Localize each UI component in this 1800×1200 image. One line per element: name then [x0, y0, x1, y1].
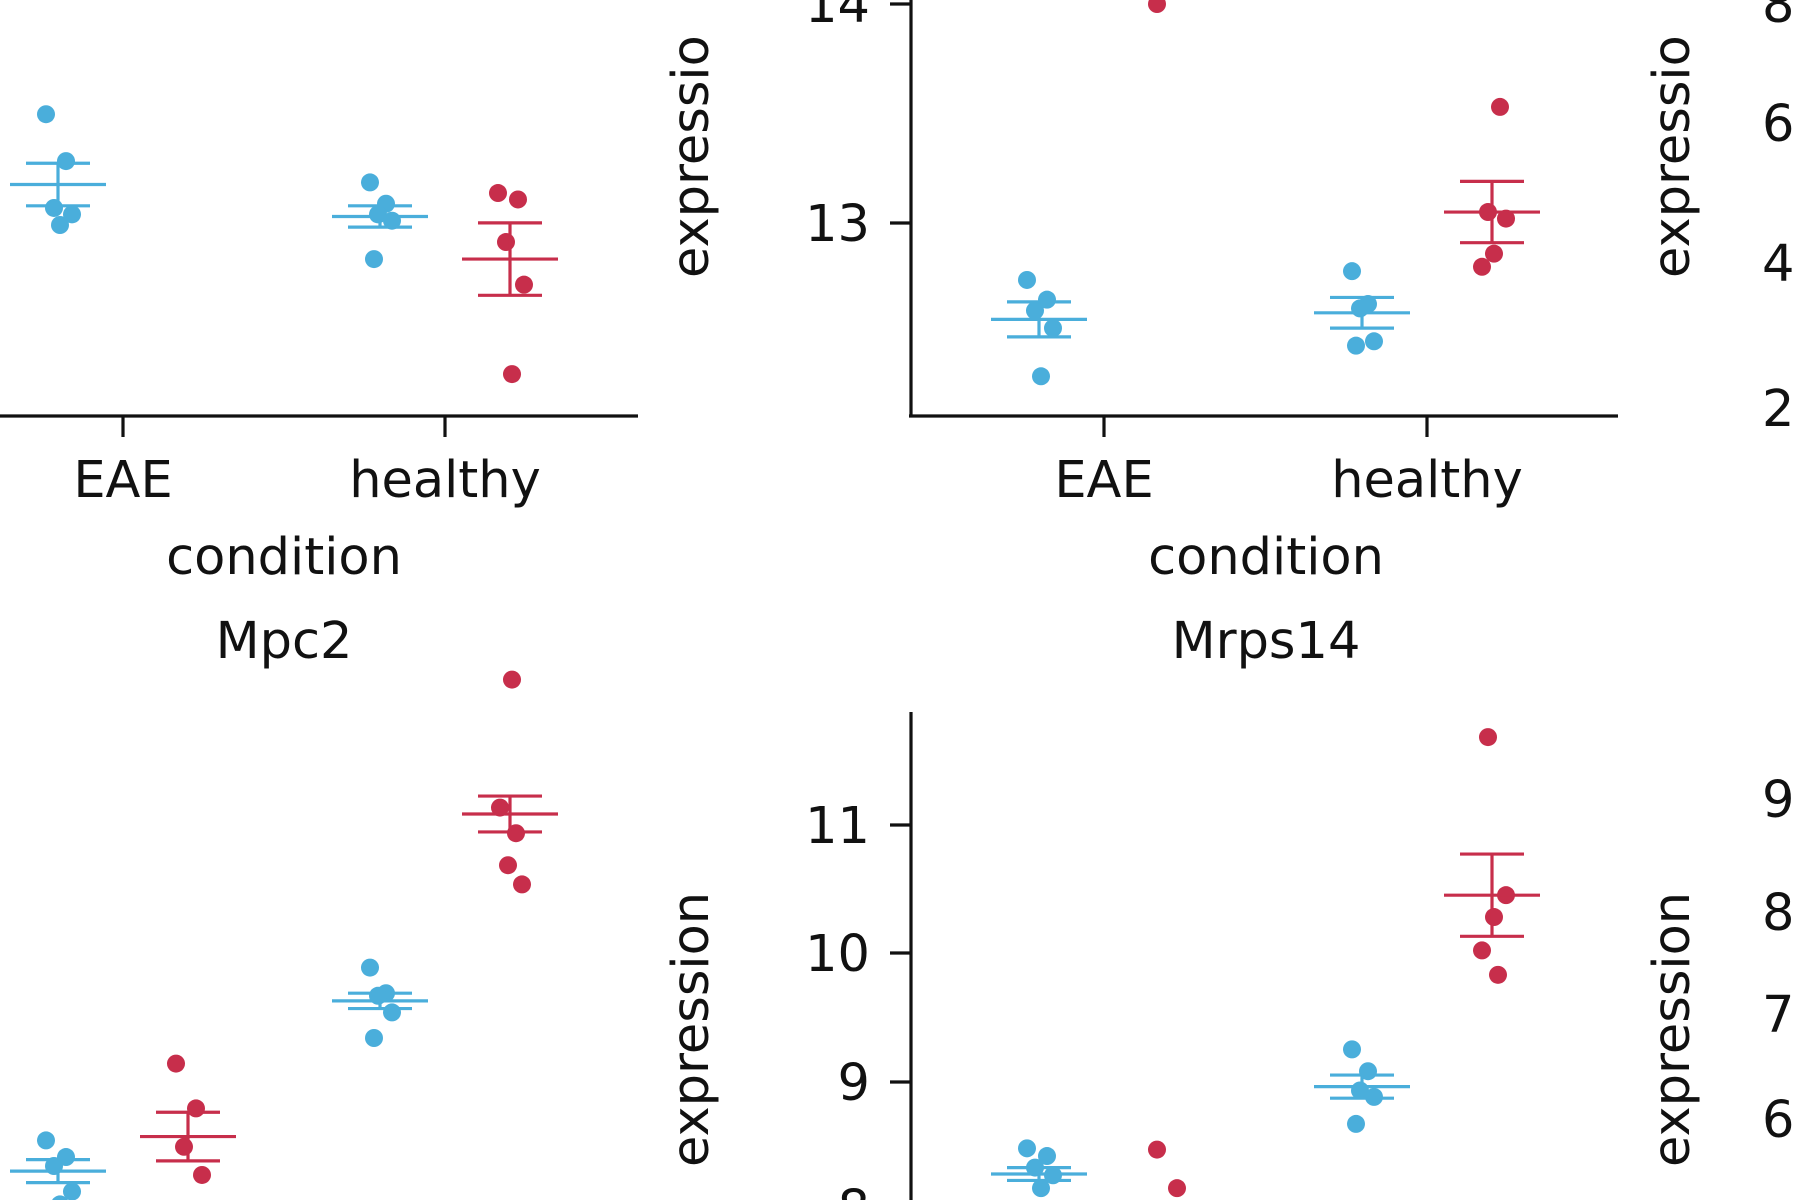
- marks-group: [10, 105, 558, 384]
- panel-top-left: EAE healthy condition: [0, 105, 638, 587]
- x-tick-label: EAE: [1054, 451, 1153, 510]
- data-point: [1491, 97, 1509, 116]
- marks-group: [991, 0, 1540, 386]
- marks-group: [991, 728, 1540, 1198]
- data-point: [37, 1131, 55, 1150]
- data-point: [1351, 299, 1369, 318]
- data-point: [361, 958, 379, 977]
- data-point: [489, 184, 507, 203]
- data-point: [1168, 1179, 1186, 1198]
- marks-group: [10, 670, 558, 1200]
- data-point: [499, 856, 517, 875]
- panel-bottom-left: [10, 670, 558, 1200]
- data-point: [1148, 1140, 1166, 1159]
- data-point: [1148, 0, 1166, 13]
- y-tick-label: 9: [838, 1054, 870, 1113]
- y-tick-label: 13: [805, 195, 870, 254]
- panel-top-right: expressio 8 6 4 2: [1643, 0, 1794, 439]
- y-tick-label: 4: [1762, 235, 1794, 294]
- panel-title: Mrps14: [1172, 612, 1361, 671]
- panel-top-mid: 14 13 EAE healthy condition expressio: [662, 0, 1618, 587]
- y-tick-label: 8: [1762, 884, 1794, 943]
- data-point: [51, 216, 69, 234]
- x-axis-title: condition: [166, 528, 402, 587]
- data-point: [1489, 965, 1507, 984]
- data-point: [509, 190, 527, 209]
- data-point: [57, 152, 75, 171]
- y-tick-label: 6: [1762, 95, 1794, 154]
- data-point: [365, 1029, 383, 1047]
- y-axis-title: expressio: [662, 35, 721, 278]
- data-point: [1485, 908, 1503, 927]
- data-point: [515, 275, 533, 294]
- panel-title: Mpc2: [216, 612, 353, 671]
- y-tick-label: 9: [1762, 771, 1794, 830]
- data-point: [1044, 319, 1062, 338]
- data-point: [187, 1099, 205, 1118]
- data-point: [491, 798, 509, 817]
- data-point: [63, 1182, 81, 1200]
- y-tick-label: 7: [1762, 986, 1794, 1045]
- data-point: [1018, 270, 1036, 289]
- y-tick-label: 10: [805, 925, 870, 984]
- data-point: [365, 250, 383, 269]
- y-axis-title: expression: [662, 892, 721, 1167]
- data-point: [513, 875, 531, 894]
- x-tick-label: healthy: [349, 451, 541, 510]
- x-tick-label: healthy: [1331, 451, 1523, 510]
- data-point: [1473, 941, 1491, 960]
- data-point: [1018, 1139, 1036, 1158]
- data-point: [1032, 1179, 1050, 1198]
- data-point: [167, 1054, 185, 1073]
- data-point: [63, 205, 81, 224]
- data-point: [1038, 1147, 1056, 1166]
- data-point: [369, 205, 387, 224]
- data-point: [503, 670, 521, 689]
- data-point: [383, 1003, 401, 1022]
- data-point: [175, 1137, 193, 1156]
- data-point: [1347, 336, 1365, 355]
- y-tick-label: 8: [1762, 0, 1794, 35]
- y-tick-label: 14: [805, 0, 870, 35]
- data-point: [497, 233, 515, 252]
- data-point: [503, 365, 521, 384]
- data-point: [1497, 209, 1515, 228]
- y-tick-label: 8: [838, 1180, 870, 1200]
- data-point: [52, 1195, 68, 1200]
- y-tick-label: 6: [1762, 1091, 1794, 1150]
- data-point: [37, 105, 55, 124]
- y-tick-label: 11: [805, 797, 870, 856]
- data-point: [1026, 301, 1044, 320]
- data-point: [1485, 244, 1503, 263]
- data-point: [1365, 332, 1383, 351]
- data-point: [1347, 1114, 1365, 1133]
- panel-bottom-right: expression 9 8 7 6: [1643, 771, 1794, 1167]
- data-point: [45, 198, 63, 217]
- x-tick-label: EAE: [73, 451, 172, 510]
- data-point: [361, 173, 379, 192]
- data-point: [193, 1165, 211, 1184]
- data-point: [1479, 728, 1497, 747]
- data-point: [1343, 1040, 1361, 1059]
- x-axis-title: condition: [1148, 528, 1384, 587]
- panel-bottom-mid: 11 10 9 8 expression: [662, 712, 1540, 1200]
- y-axis-title: expressio: [1643, 35, 1702, 278]
- y-tick-label: 2: [1762, 380, 1794, 439]
- data-point: [1343, 262, 1361, 281]
- data-point: [1032, 367, 1050, 386]
- data-point: [1473, 257, 1491, 276]
- data-point: [1038, 290, 1056, 309]
- y-axis-title: expression: [1643, 892, 1702, 1167]
